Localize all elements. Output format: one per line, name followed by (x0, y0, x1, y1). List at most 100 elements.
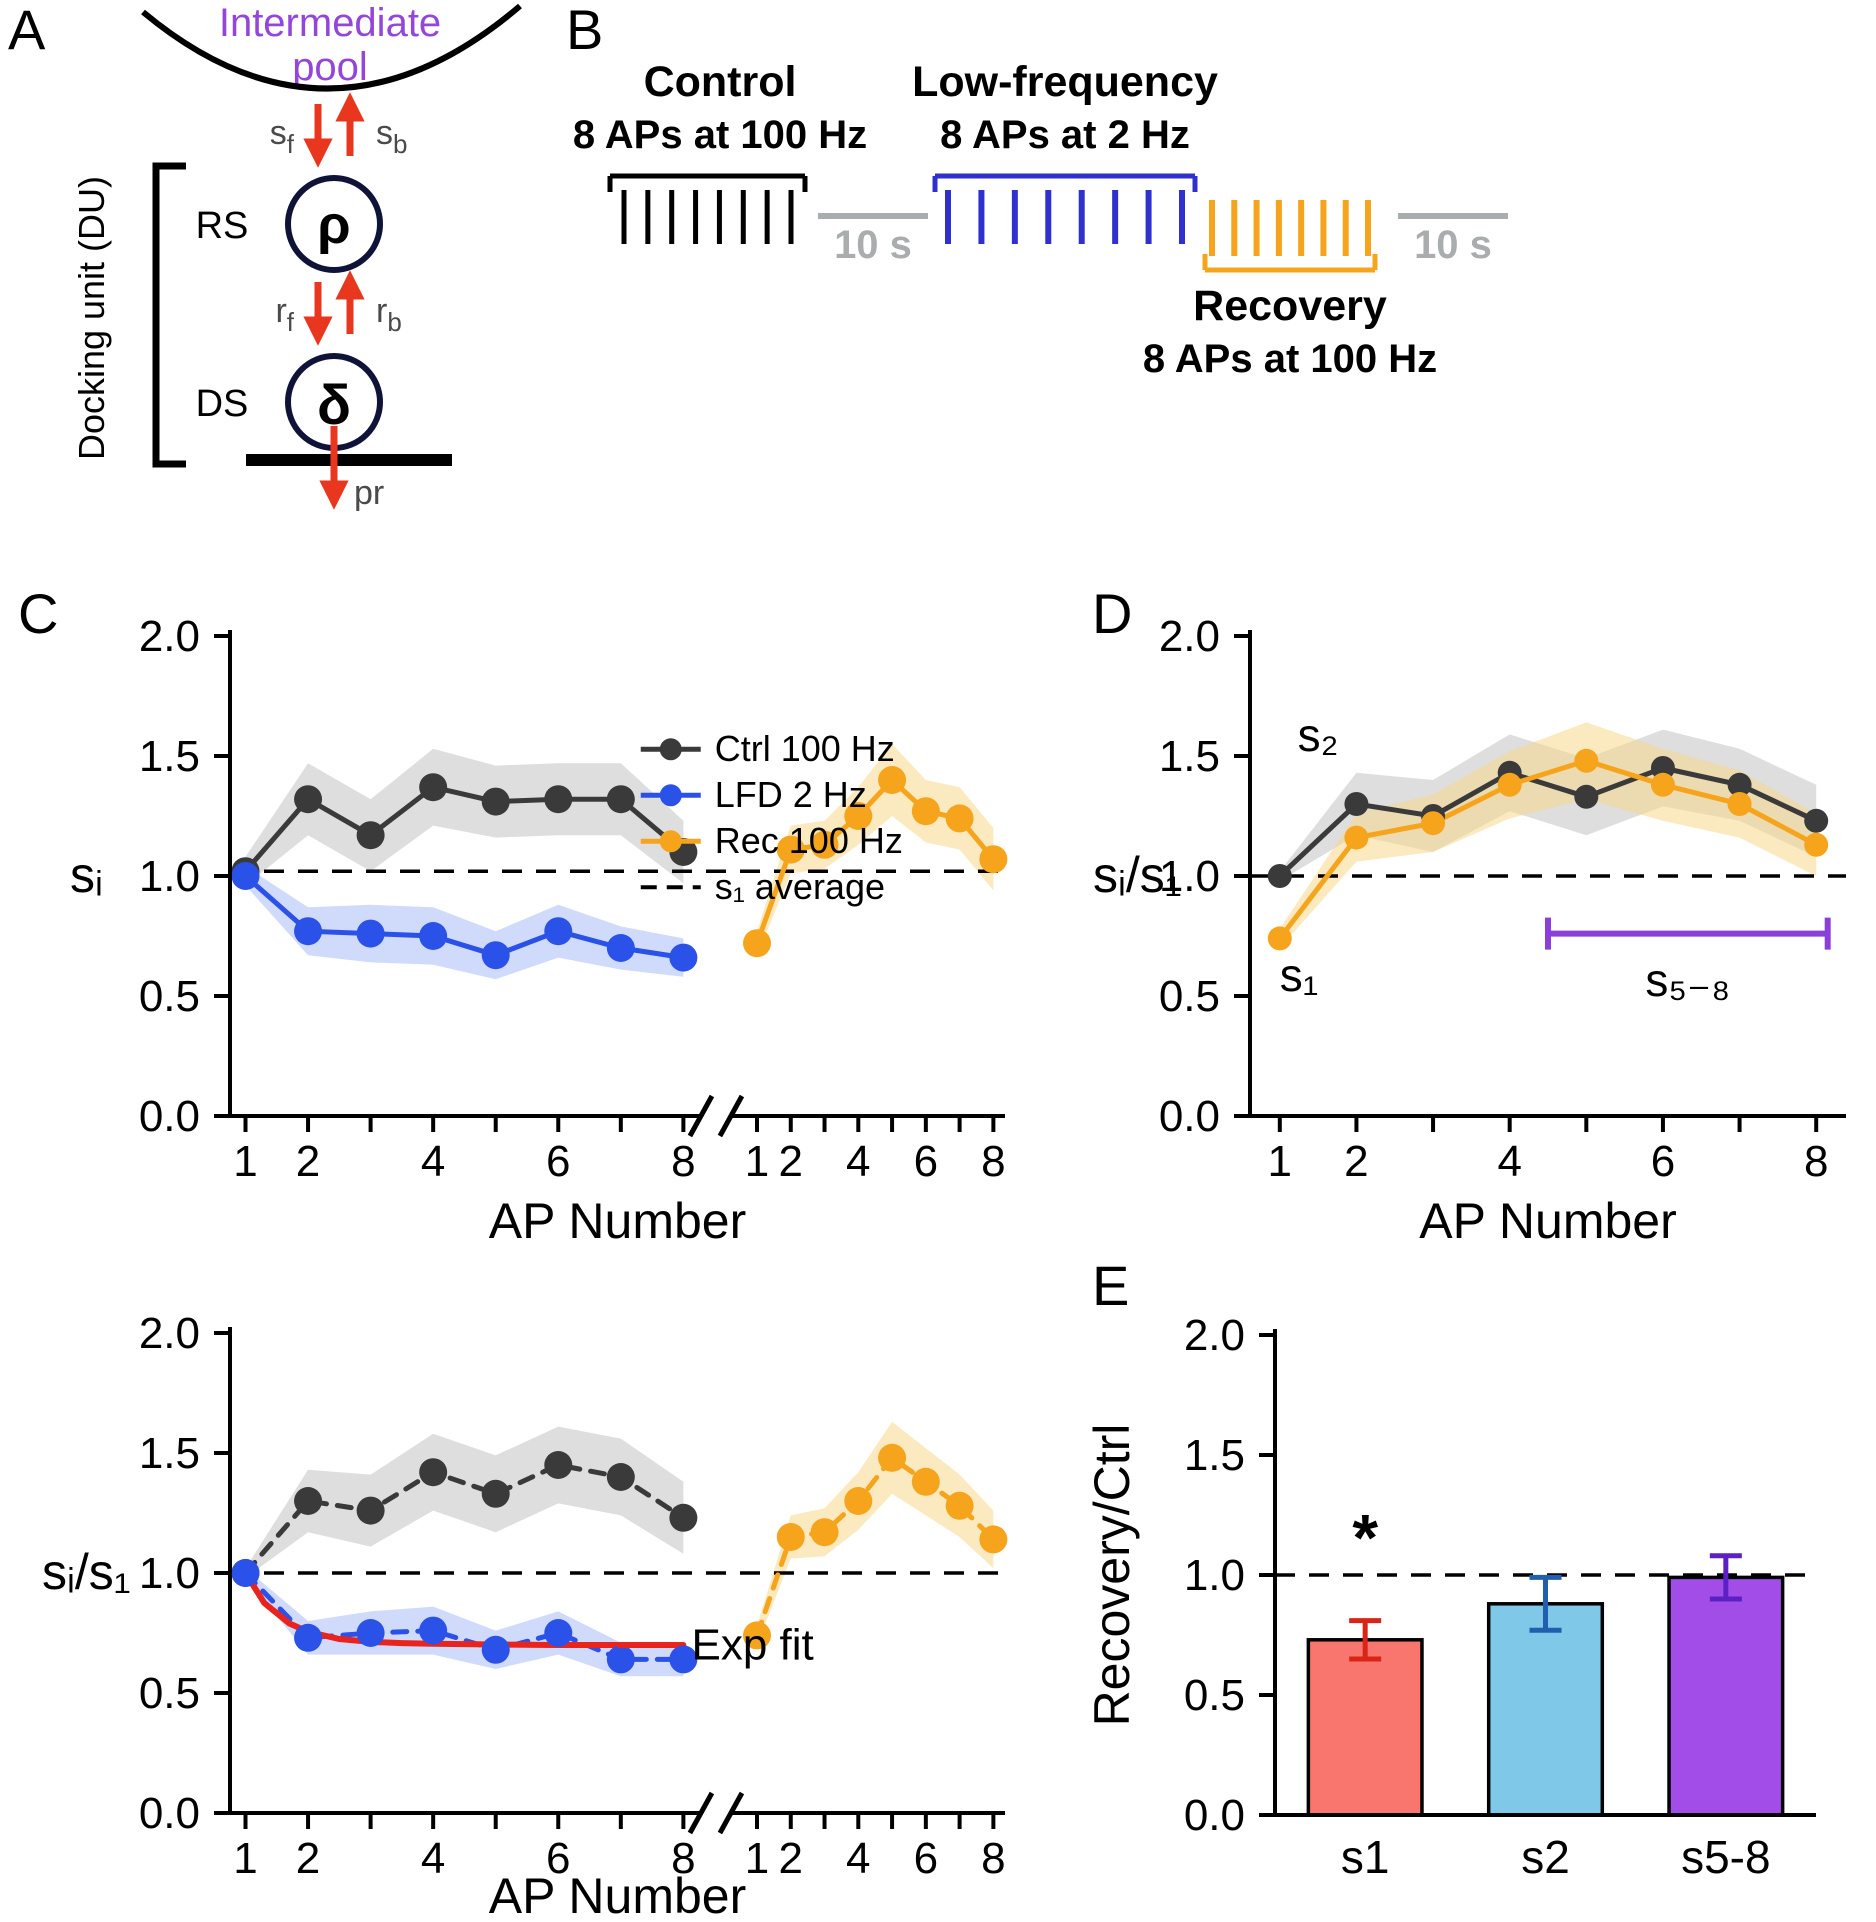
panel-c-bottom-chart: 0.00.51.01.52.01 2 4 6 8 1 2 4 6 8AP Numbersᵢ/s₁E… (42, 1309, 1008, 1922)
data-point (1727, 792, 1752, 816)
data-point (419, 1616, 448, 1645)
rf-rate-label: rf (275, 292, 294, 337)
x-tick-label: 2 (296, 1137, 320, 1186)
data-point (776, 835, 805, 864)
lfd-title: Low-frequency (912, 58, 1218, 106)
y-tick-label: 1.0 (139, 1549, 200, 1598)
intermediate-pool-label-line2: pool (292, 45, 368, 89)
y-axis-title: sᵢ (70, 847, 103, 903)
y-tick-label: 0.0 (1159, 1092, 1220, 1141)
ds-label: DS (196, 383, 249, 425)
data-point (911, 1467, 940, 1496)
gap-10s-label-2: 10 s (1414, 223, 1492, 267)
bar (1306, 1638, 1424, 1817)
data-point (544, 917, 573, 946)
x-tick-label: 2 (779, 1137, 803, 1186)
data-point (1727, 772, 1752, 797)
panel-a-label: A (8, 0, 46, 61)
pr-label: pr (354, 474, 384, 512)
data-point (1650, 772, 1675, 797)
x-tick-label: 4 (846, 1137, 870, 1186)
y-tick-label: 0.5 (139, 972, 200, 1021)
series-line (1277, 765, 1819, 879)
data-point (878, 766, 907, 794)
data-point (231, 862, 260, 890)
data-point (979, 1525, 1008, 1554)
legend-marker (659, 738, 682, 761)
data-point (911, 797, 940, 826)
bracket-label: s₅₋₈ (1645, 954, 1730, 1006)
data-point (669, 943, 698, 972)
x-tick-label: 4 (846, 1834, 870, 1883)
data-point (356, 1496, 385, 1525)
x-tick-label: 1 (745, 1834, 769, 1883)
docking-unit-bracket (152, 162, 186, 468)
data-point (1267, 864, 1292, 888)
y-tick-label: 2.0 (139, 1309, 200, 1358)
legend-label: Ctrl 100 Hz (715, 728, 895, 769)
data-point (1344, 825, 1369, 850)
legend-marker (659, 830, 682, 853)
error-band (757, 744, 994, 956)
y-tick-label: 2.0 (1184, 1311, 1245, 1360)
panel-d-label: D (1092, 582, 1133, 645)
x-tick-label: 6 (1651, 1137, 1675, 1186)
series-line (1277, 758, 1819, 941)
gap-10s-label-1: 10 s (834, 223, 912, 267)
x-tick-label: 6 (914, 1834, 938, 1883)
panel-c-top-chart: 0.00.51.01.52.01 2 4 6 8 1 2 4 6 8AP NumbersᵢCtrl… (70, 612, 1008, 1249)
rs-state-circle (285, 175, 383, 273)
x-tick-label: 1 (233, 1137, 257, 1186)
data-point (419, 1458, 448, 1487)
data-point (481, 1479, 510, 1508)
control-title: Control (644, 58, 797, 106)
x-tick-label: 8 (981, 1137, 1005, 1186)
recovery-subtitle: 8 APs at 100 Hz (1143, 337, 1437, 381)
x-tick-label: 8 (1804, 1137, 1828, 1186)
bar-category-label: s5-8 (1681, 1831, 1770, 1883)
panel-c-label: C (18, 582, 59, 645)
data-point (669, 1645, 698, 1674)
data-point (1574, 784, 1599, 809)
rho-symbol: ρ (317, 195, 350, 255)
x-tick-label: 4 (421, 1137, 445, 1186)
x-tick-label: 2 (1344, 1137, 1368, 1186)
data-point (945, 804, 974, 833)
data-point (844, 1487, 873, 1515)
data-point (481, 1635, 510, 1664)
bar (1667, 1575, 1785, 1817)
recovery-title: Recovery (1193, 282, 1387, 330)
data-point (294, 1623, 323, 1652)
x-tick-label: 2 (296, 1834, 320, 1883)
y-tick-label: 1.0 (1159, 852, 1220, 901)
y-tick-label: 1.0 (1184, 1551, 1245, 1600)
panel-e-label: E (1092, 1254, 1130, 1317)
legend-label: s₁ average (715, 866, 885, 907)
y-tick-label: 0.0 (139, 1092, 200, 1141)
y-tick-label: 1.5 (1184, 1431, 1245, 1480)
x-tick-label: 6 (914, 1137, 938, 1186)
y-tick-label: 0.0 (139, 1789, 200, 1838)
data-point (776, 1523, 805, 1551)
x-tick-label: 6 (546, 1834, 570, 1883)
bar-category-label: s2 (1521, 1831, 1570, 1883)
protocol-graphics (607, 173, 1508, 273)
data-point (1497, 772, 1522, 797)
data-point (1650, 756, 1675, 780)
data-point (743, 1621, 771, 1650)
data-point (606, 785, 635, 814)
data-point (669, 1503, 698, 1532)
data-point (606, 1463, 635, 1491)
sb-rate-label: sb (376, 114, 407, 159)
panel-b-protocol: Control 8 APs at 100 Hz Low-frequency 8 … (573, 58, 1508, 381)
data-point (419, 922, 448, 950)
annotation-label: s₂ (1298, 709, 1339, 761)
data-point (356, 821, 385, 850)
data-point (544, 1619, 573, 1647)
y-axis-title: sᵢ/s₁ (1093, 847, 1182, 903)
y-tick-label: 1.5 (139, 732, 200, 781)
data-point (356, 919, 385, 948)
panel-a-diagram: Intermediate pool sf sb ρ RS rf rb δ DS … (71, 1, 522, 512)
y-tick-label: 1.0 (139, 852, 200, 901)
